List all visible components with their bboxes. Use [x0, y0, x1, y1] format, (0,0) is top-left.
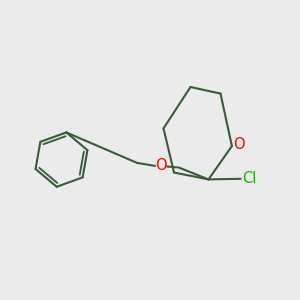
Text: O: O	[155, 158, 167, 173]
Text: O: O	[233, 137, 244, 152]
Text: Cl: Cl	[242, 171, 256, 186]
